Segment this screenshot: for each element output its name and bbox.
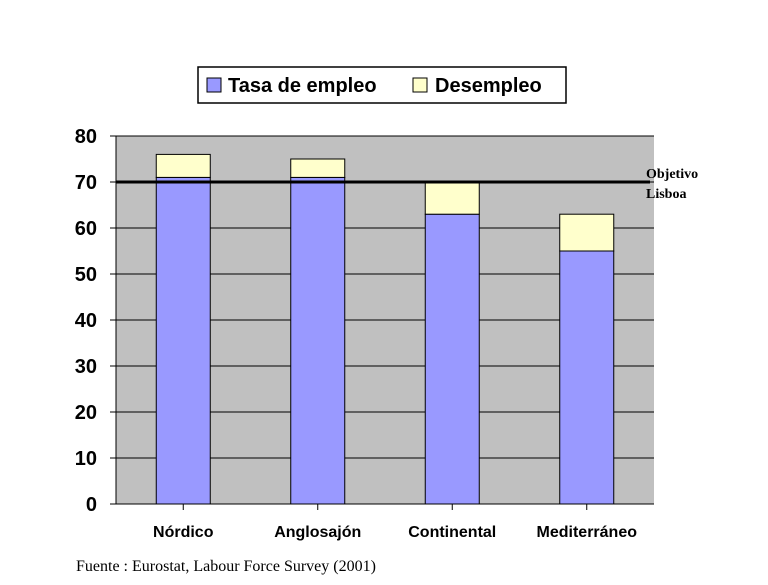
- category-label: Mediterráneo: [537, 524, 638, 541]
- bar-unemployment: [559, 213, 615, 252]
- bar-unemployment: [424, 181, 480, 215]
- y-tick-label: 60: [75, 218, 97, 240]
- legend-label-unemployment: Desempleo: [435, 75, 542, 97]
- target-label-line-2: Lisboa: [646, 187, 686, 202]
- legend-swatch-unemployment: [412, 77, 428, 93]
- y-tick-labels: 0 10 20 30 40 50 60 70 80: [75, 126, 97, 516]
- bar-unemployment: [155, 153, 211, 178]
- y-tick-label: 20: [75, 402, 97, 424]
- category-label: Anglosajón: [274, 524, 361, 541]
- bar-employment: [424, 213, 480, 505]
- bar-employment: [290, 176, 346, 505]
- bars: [155, 153, 615, 505]
- bar-unemployment: [290, 158, 346, 178]
- y-tick-label: 0: [86, 494, 97, 516]
- y-tick-label: 70: [75, 172, 97, 194]
- legend-box: [197, 66, 567, 104]
- y-tick-label: 50: [75, 264, 97, 286]
- category-labels: Nórdico Anglosajón Continental Mediterráneo: [153, 504, 637, 541]
- legend-swatch-employment: [206, 77, 222, 93]
- legend-label-employment: Tasa de empleo: [228, 75, 377, 97]
- y-tick-label: 80: [75, 126, 97, 148]
- category-label: Continental: [408, 524, 496, 541]
- legend: Tasa de empleo Desempleo: [197, 66, 567, 104]
- source-note: Fuente : Eurostat, Labour Force Survey (…: [76, 558, 376, 575]
- bar-employment: [155, 176, 211, 505]
- y-tick-label: 40: [75, 310, 97, 332]
- category-label: Nórdico: [153, 524, 214, 541]
- y-tick-label: 10: [75, 448, 97, 470]
- target-label-line-1: Objetivo: [646, 167, 698, 182]
- bar-employment: [559, 250, 615, 505]
- y-tick-label: 30: [75, 356, 97, 378]
